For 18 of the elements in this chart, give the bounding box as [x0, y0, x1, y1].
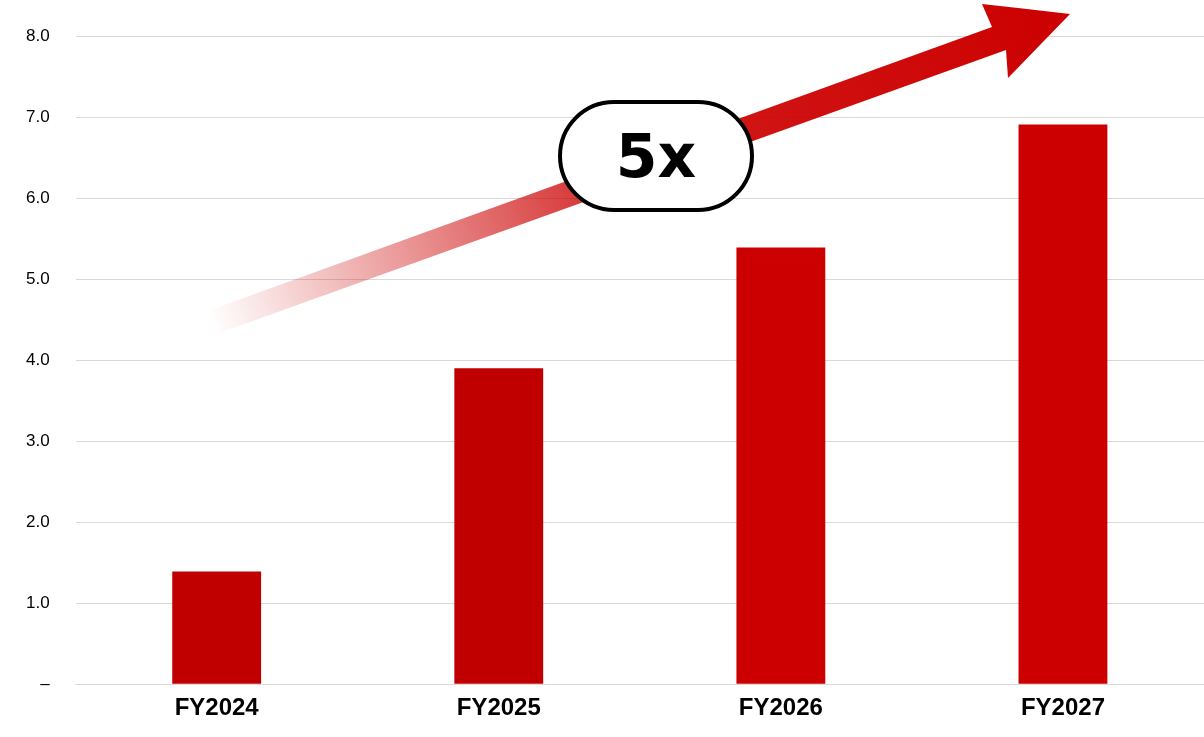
y-tick-label: 6.0: [25, 187, 50, 207]
y-tick-label: 7.0: [25, 106, 50, 126]
x-tick-label: FY2026: [738, 693, 823, 721]
annotation: 5x: [558, 100, 754, 212]
bar: [172, 571, 262, 684]
y-tick-label: 3.0: [25, 430, 50, 450]
x-tick-label: FY2024: [174, 693, 260, 721]
y-tick-label: –: [40, 673, 51, 693]
bar: [1018, 124, 1108, 684]
x-tick-label: FY2025: [456, 693, 541, 721]
bar: [454, 368, 544, 684]
y-tick-label: 1.0: [25, 592, 50, 612]
x-tick-label: FY2027: [1020, 693, 1105, 721]
bar: [736, 247, 826, 684]
y-tick-label: 4.0: [25, 349, 50, 369]
y-tick-label: 5.0: [25, 268, 50, 288]
y-tick-label: 8.0: [25, 25, 50, 45]
y-tick-label: 2.0: [25, 511, 50, 531]
